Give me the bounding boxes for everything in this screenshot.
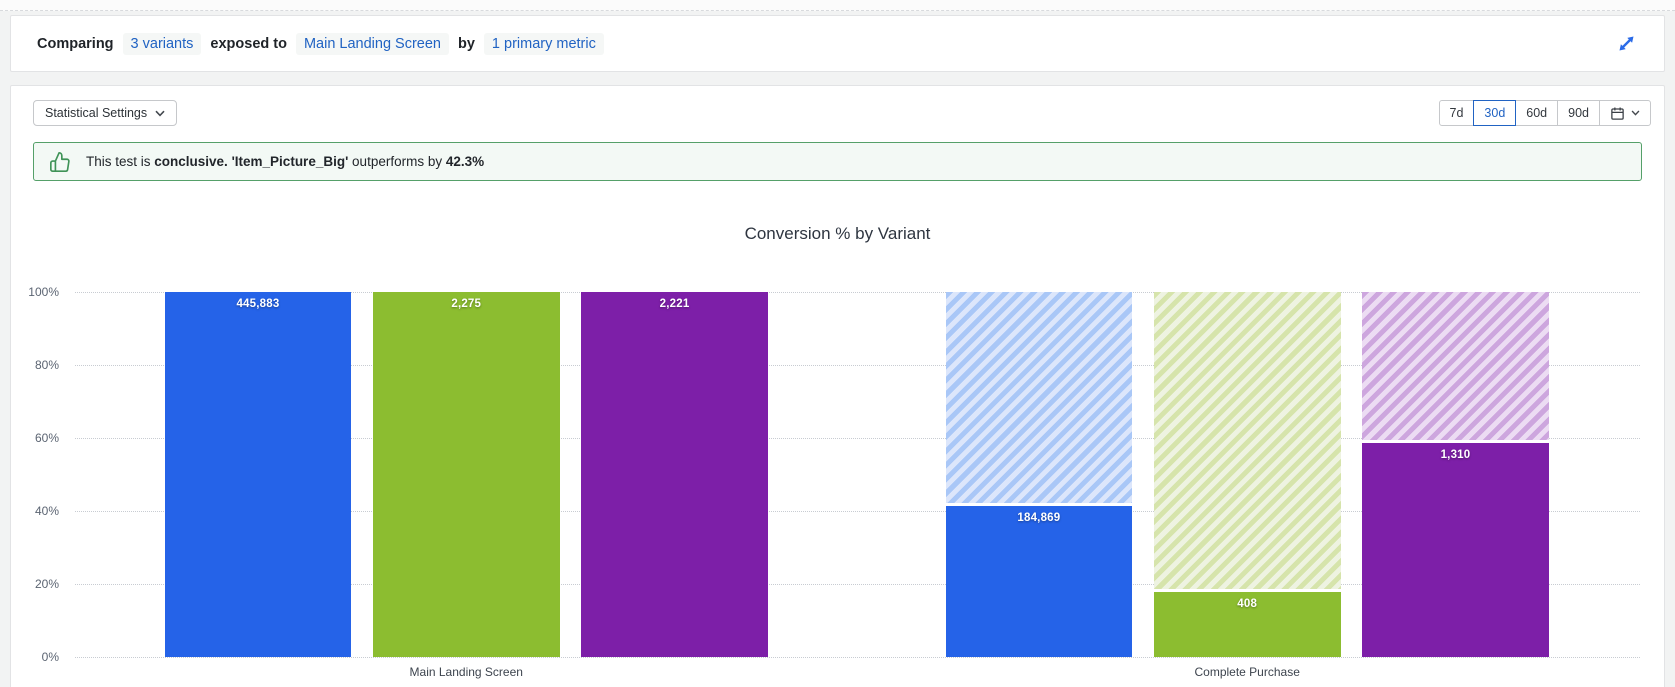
chart-plot-area: Main Landing Screen 445,883 2,275 2,221 Comp…	[75, 292, 1640, 679]
bar-value-label: 184,869	[1017, 512, 1061, 525]
bar-value-label: 445,883	[236, 298, 280, 310]
gridline-0	[75, 657, 1640, 658]
y-tick-label: 0%	[41, 650, 59, 664]
comparing-sentence: Comparing 3 variants exposed to Main Lan…	[37, 32, 604, 55]
exposed-to-label: exposed to	[210, 35, 287, 52]
experiment-results-card: Statistical Settings 7d 30d 60d 90d This te…	[10, 85, 1665, 687]
chevron-down-icon	[1631, 110, 1640, 116]
range-button-60d[interactable]: 60d	[1515, 100, 1559, 126]
range-button-7d[interactable]: 7d	[1438, 100, 1475, 126]
banner-text-part: This test is	[86, 154, 155, 169]
bar-variant-purple-exposure[interactable]: 2,221	[581, 292, 768, 657]
variants-link[interactable]: 3 variants	[122, 32, 202, 55]
gridline-20	[75, 584, 1640, 585]
y-tick-label: 60%	[34, 431, 59, 445]
range-button-90d[interactable]: 90d	[1557, 100, 1600, 126]
bar-solid-segment: 1,310	[1362, 443, 1549, 657]
banner-text-part: conclusive.	[154, 154, 228, 169]
comparing-summary-card: Comparing 3 variants exposed to Main Lan…	[10, 15, 1665, 72]
bar-value-label: 2,221	[659, 298, 690, 310]
primary-metric-link[interactable]: 1 primary metric	[483, 32, 604, 55]
gridline-80	[75, 365, 1640, 366]
bar-variant-green-conversion[interactable]: 408	[1153, 292, 1341, 657]
banner-message: This test is conclusive. 'Item_Picture_B…	[86, 154, 484, 169]
conversion-chart: Main Landing Screen 445,883 2,275 2,221 Comp…	[11, 285, 1664, 679]
gridline-40	[75, 511, 1640, 512]
bar-variant-blue-conversion[interactable]: 184,869	[945, 292, 1133, 657]
bar-value-label: 1,310	[1440, 449, 1471, 462]
conclusive-result-banner: This test is conclusive. 'Item_Picture_B…	[33, 142, 1642, 181]
calendar-range-button[interactable]	[1599, 100, 1651, 126]
comparing-label: Comparing	[37, 35, 114, 52]
y-tick-label: 80%	[34, 358, 59, 372]
gridline-100	[75, 292, 1640, 293]
bar-variant-blue-exposure[interactable]: 445,883	[164, 292, 352, 657]
y-tick-label: 100%	[28, 285, 59, 299]
x-axis-label: Main Landing Screen	[409, 665, 523, 679]
banner-text-part: outperforms by	[348, 154, 446, 169]
bar-hatch-exposed-segment	[1362, 292, 1549, 441]
bar-solid-segment: 445,883	[164, 292, 352, 657]
chevron-down-icon	[155, 110, 165, 117]
thumbs-up-icon	[50, 151, 70, 172]
y-tick-label: 20%	[34, 577, 59, 591]
top-divider	[0, 0, 1675, 11]
expand-icon[interactable]	[1614, 32, 1638, 56]
bar-value-label: 408	[1237, 598, 1258, 611]
statistical-settings-label: Statistical Settings	[45, 106, 148, 120]
chart-title: Conversion % by Variant	[744, 224, 931, 243]
date-range-picker: 7d 30d 60d 90d	[1438, 100, 1651, 126]
bar-variant-purple-conversion[interactable]: 1,310	[1362, 292, 1549, 657]
bar-solid-segment: 408	[1153, 592, 1341, 657]
exposure-event-link[interactable]: Main Landing Screen	[295, 32, 449, 55]
gridline-60	[75, 438, 1640, 439]
by-label: by	[458, 35, 475, 52]
chart-toolbar: Statistical Settings 7d 30d 60d 90d	[11, 86, 1664, 126]
x-axis-label: Complete Purchase	[1194, 665, 1300, 679]
bar-hatch-exposed-segment	[945, 292, 1133, 504]
range-button-30d[interactable]: 30d	[1473, 100, 1517, 126]
banner-text-part: 42.3%	[445, 154, 485, 169]
bar-solid-segment: 2,221	[581, 292, 768, 657]
calendar-icon	[1611, 107, 1624, 120]
bar-hatch-exposed-segment	[1153, 292, 1341, 590]
y-tick-label: 40%	[34, 504, 59, 518]
statistical-settings-button[interactable]: Statistical Settings	[33, 100, 178, 126]
bar-solid-segment: 2,275	[372, 292, 560, 657]
bar-variant-green-exposure[interactable]: 2,275	[372, 292, 560, 657]
bar-solid-segment: 184,869	[945, 506, 1133, 657]
bar-value-label: 2,275	[451, 298, 482, 310]
banner-text-part: 'Item_Picture_Big'	[231, 154, 349, 169]
